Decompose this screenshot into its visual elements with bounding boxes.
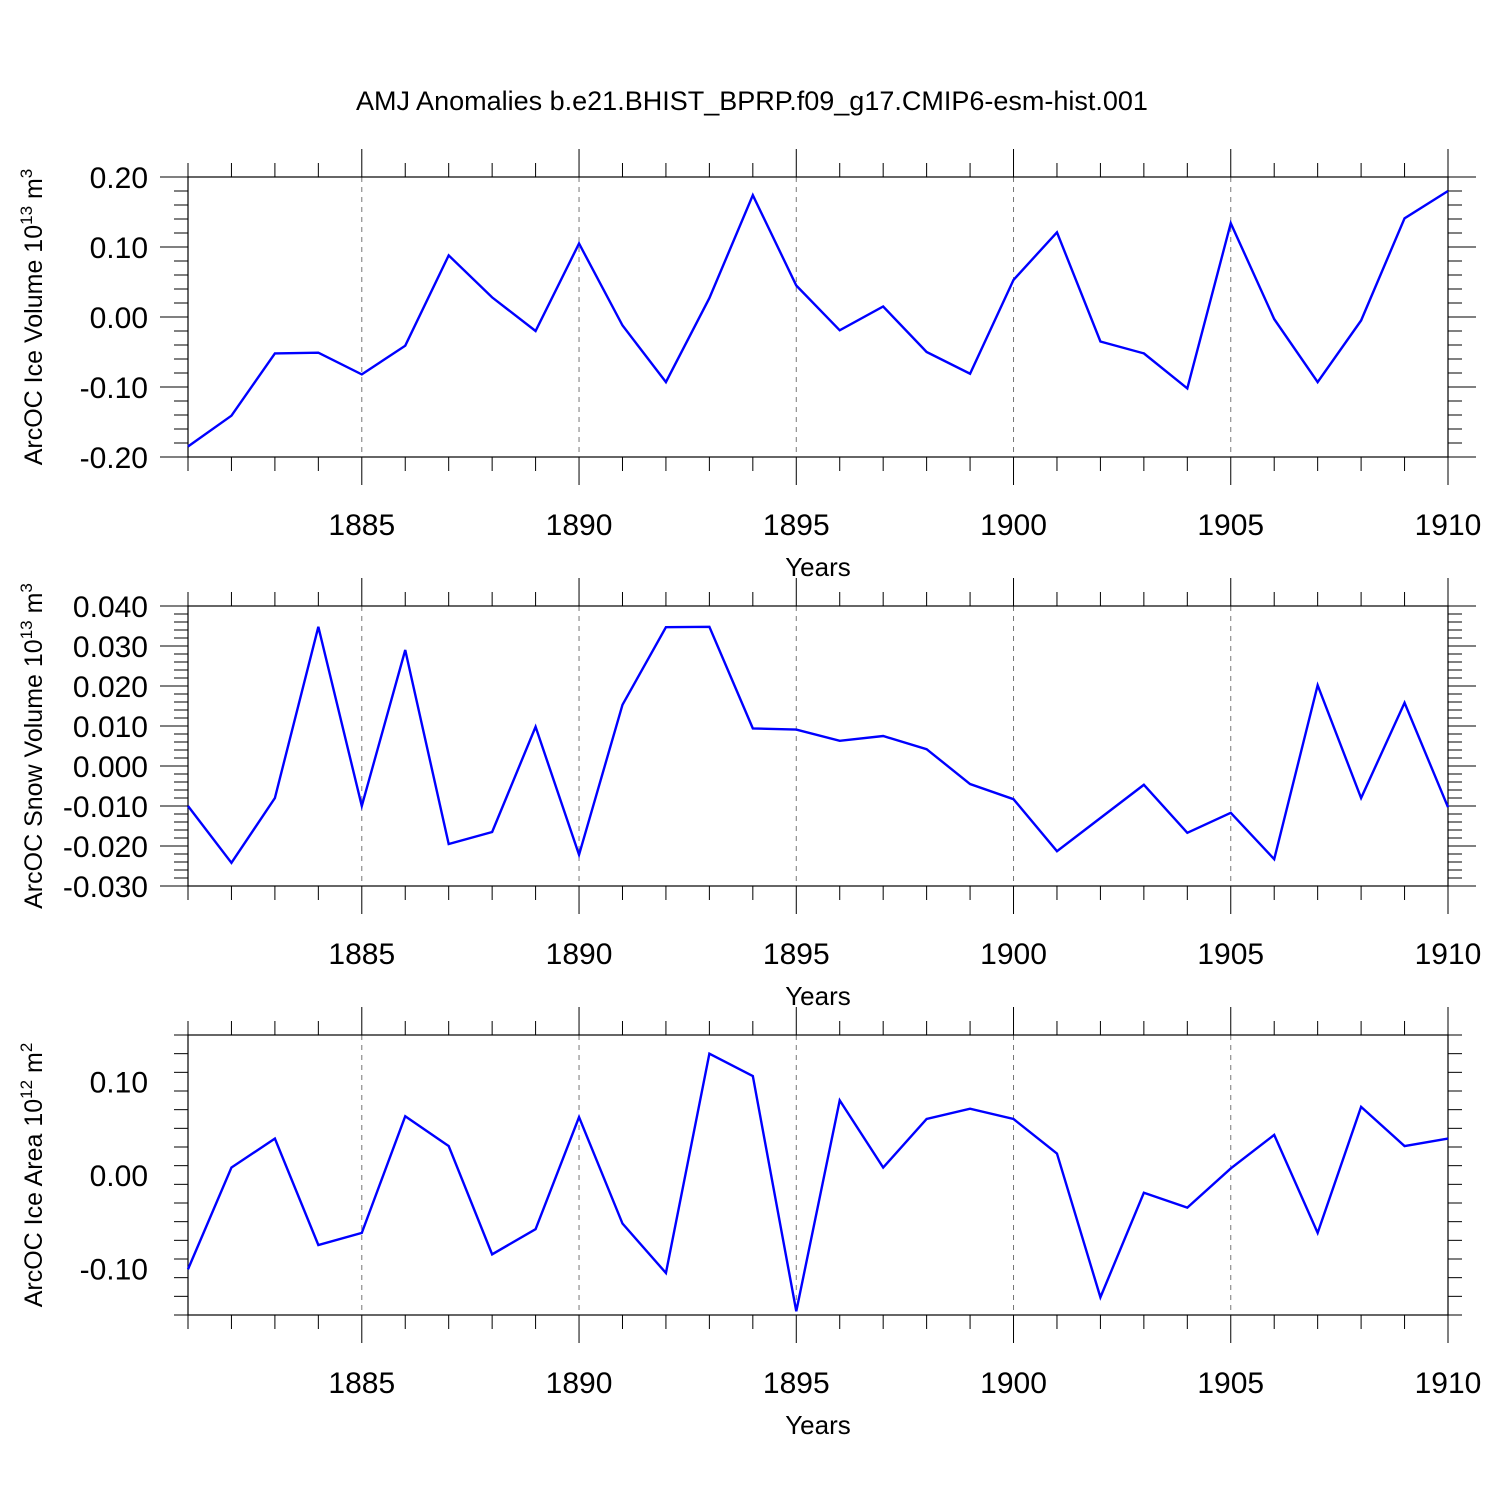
- snow-volume-ytick-label: 0.000: [73, 751, 148, 784]
- ice-volume-y-axis-title-exponent: 13: [17, 206, 36, 225]
- ice-area-ytick-label: 0.00: [90, 1160, 148, 1193]
- ice-area-xtick-label: 1895: [763, 1367, 830, 1400]
- snow-volume-xtick-label: 1910: [1415, 938, 1482, 971]
- ice-area-xtick-label: 1905: [1197, 1367, 1264, 1400]
- ice-volume-plot-frame: [187, 176, 1449, 458]
- ice-volume-ytick-label: -0.10: [80, 372, 148, 405]
- ice-area-series-line: [186, 1051, 1449, 1312]
- ice-area-xtick-label: 1890: [546, 1367, 613, 1400]
- snow-volume-xtick-label: 1895: [763, 938, 830, 971]
- ice-volume-xtick-label: 1895: [763, 509, 830, 542]
- snow-volume-xtick-label: 1900: [980, 938, 1047, 971]
- ice-area-xtick-label: 1910: [1415, 1367, 1482, 1400]
- ice-area-plot-frame: [187, 1034, 1449, 1316]
- ice-volume-series-line: [187, 189, 1449, 448]
- snow-volume-ytick-label: -0.020: [63, 831, 148, 864]
- ice-volume-ytick-label: 0.10: [90, 232, 148, 265]
- ice-volume-y-axis-title-unit-exponent: 3: [17, 169, 36, 178]
- ice-area-y-axis-title-text: ArcOC Ice Area 10: [20, 1099, 48, 1307]
- ice-volume-xtick-label: 1910: [1415, 509, 1482, 542]
- snow-volume-plot-frame: [187, 605, 1449, 887]
- snow-volume-panel: -0.030 -0.020 -0.010 0.000 0.010 0.020 0.030 0.…: [17, 578, 1481, 1011]
- snow-volume-ytick-label: -0.010: [63, 791, 148, 824]
- ice-area-y-axis-title: ArcOC Ice Area 1012 m2: [17, 1043, 48, 1308]
- snow-volume-y-axis-title-exponent: 13: [17, 620, 36, 639]
- snow-volume-x-axis-title: Years: [785, 981, 851, 1011]
- snow-volume-y-axis-title-text: ArcOC Snow Volume 10: [20, 639, 48, 909]
- ice-area-xtick-label: 1885: [328, 1367, 395, 1400]
- figure-title: AMJ Anomalies b.e21.BHIST_BPRP.f09_g17.C…: [356, 86, 1148, 116]
- ice-volume-panel: -0.20 -0.10 0.00 0.10 0.20 1885 1890 1895 1900 19…: [17, 149, 1481, 582]
- ice-volume-xtick-label: 1905: [1197, 509, 1264, 542]
- ice-volume-ytick-label: 0.00: [90, 302, 148, 335]
- ice-volume-y-axis-title: ArcOC Ice Volume 1013 m3: [17, 169, 48, 466]
- ice-area-y-axis-title-unit: m: [20, 1052, 48, 1080]
- snow-volume-ytick-label: 0.020: [73, 671, 148, 704]
- snow-volume-xtick-label: 1885: [328, 938, 395, 971]
- ice-area-y-axis-title-exponent: 12: [17, 1080, 36, 1099]
- ice-area-ytick-label: 0.10: [90, 1067, 148, 1100]
- snow-volume-ytick-label: 0.030: [73, 631, 148, 664]
- ice-area-x-axis-title: Years: [785, 1410, 851, 1440]
- ice-area-y-axis-title-unit-exponent: 2: [17, 1043, 36, 1052]
- ice-volume-ytick-label: 0.20: [90, 162, 148, 195]
- snow-volume-ytick-label: -0.030: [63, 871, 148, 904]
- snow-volume-y-axis-title-unit: m: [20, 593, 48, 621]
- ice-volume-y-axis-title-unit: m: [20, 178, 48, 206]
- snow-volume-y-axis-title-unit-exponent: 3: [17, 583, 36, 592]
- snow-volume-ytick-label: 0.040: [73, 591, 148, 624]
- ice-volume-xtick-label: 1885: [328, 509, 395, 542]
- ice-volume-x-axis-title: Years: [785, 552, 851, 582]
- snow-volume-xtick-label: 1905: [1197, 938, 1264, 971]
- snow-volume-xtick-label: 1890: [546, 938, 613, 971]
- ice-volume-y-axis-title-text: ArcOC Ice Volume 10: [20, 225, 48, 465]
- ice-area-panel: -0.10 0.00 0.10 1885 1890 1895 1900 1905 1910 Yea…: [17, 1007, 1481, 1440]
- snow-volume-y-axis-title: ArcOC Snow Volume 1013 m3: [17, 583, 48, 909]
- ice-area-ytick-label: -0.10: [80, 1253, 148, 1286]
- ice-volume-ytick-label: -0.20: [80, 442, 148, 475]
- snow-volume-ytick-label: 0.010: [73, 711, 148, 744]
- snow-volume-series-line: [187, 625, 1450, 865]
- ice-volume-xtick-label: 1900: [980, 509, 1047, 542]
- ice-volume-xtick-label: 1890: [546, 509, 613, 542]
- ice-area-xtick-label: 1900: [980, 1367, 1047, 1400]
